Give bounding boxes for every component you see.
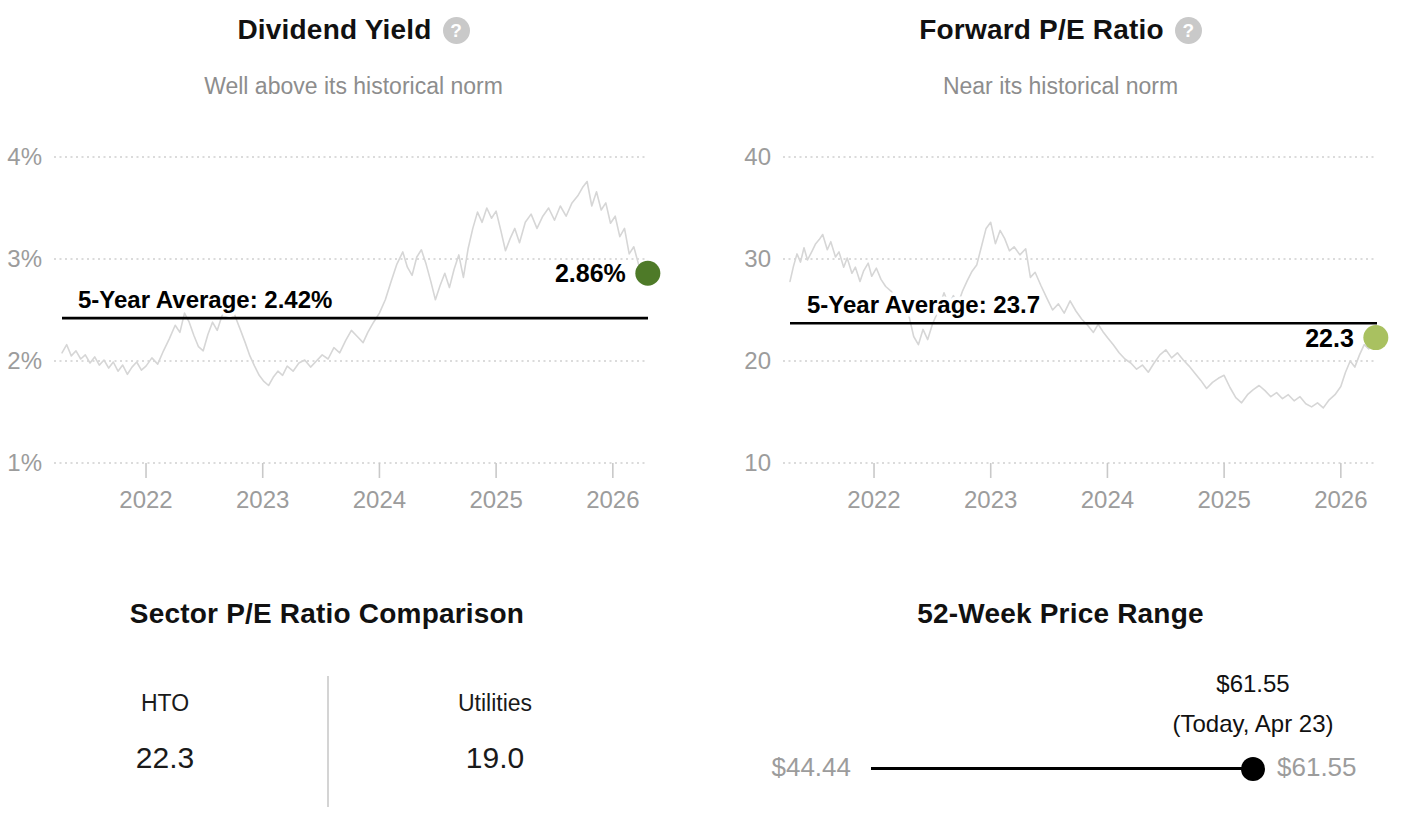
forward-pe-chart: 40 30 20 10 2022 2023 2024 2025 2026 5-Year Avera… xyxy=(707,130,1414,520)
x-axis-label: 2026 xyxy=(586,486,639,513)
x-axis-label: 2026 xyxy=(1314,486,1367,513)
x-axis-label: 2025 xyxy=(1197,486,1250,513)
current-price-annotation: $61.55 (Today, Apr 23) xyxy=(1103,670,1403,738)
y-axis-label: 1% xyxy=(7,449,42,476)
comparison-col-utilities: Utilities 19.0 xyxy=(330,676,660,808)
section-title-sector-comparison: Sector P/E Ratio Comparison xyxy=(0,598,654,630)
y-axis-label: 30 xyxy=(744,245,771,272)
ticker-pe-value: 22.3 xyxy=(0,741,330,775)
chart-title-forward-pe: Forward P/E Ratio xyxy=(919,14,1164,46)
average-label: 5-Year Average: 23.7 xyxy=(807,291,1040,318)
chart-header: Dividend Yield ? xyxy=(0,14,707,46)
range-high-label: $61.55 xyxy=(1277,752,1357,783)
current-value-dot xyxy=(1363,325,1388,350)
comparison-row: HTO 22.3 Utilities 19.0 xyxy=(0,676,660,808)
range-low-label: $44.44 xyxy=(700,752,851,783)
current-price-label: $61.55 xyxy=(1103,670,1403,698)
dividend-yield-chart: 4% 3% 2% 1% 2022 2023 2024 2025 2026 5-Year Avera… xyxy=(0,130,707,520)
x-axis-label: 2024 xyxy=(353,486,406,513)
sector-pe-comparison-panel: Sector P/E Ratio Comparison HTO 22.3 Uti… xyxy=(0,580,707,830)
dividend-yield-panel: Dividend Yield ? Well above its historic… xyxy=(0,0,707,520)
price-range-track xyxy=(871,767,1254,770)
chart-title-dividend-yield: Dividend Yield xyxy=(237,14,431,46)
y-axis-label: 20 xyxy=(744,347,771,374)
sector-label: Utilities xyxy=(330,690,660,717)
current-date-label: (Today, Apr 23) xyxy=(1103,710,1403,738)
y-axis-label: 2% xyxy=(7,347,42,374)
x-axis-label: 2022 xyxy=(119,486,172,513)
chart-subtitle: Near its historical norm xyxy=(707,73,1414,100)
current-value-dot xyxy=(635,261,660,286)
y-axis-label: 40 xyxy=(744,143,771,170)
y-axis-label: 4% xyxy=(7,143,42,170)
help-icon[interactable]: ? xyxy=(443,17,470,44)
x-axis-label: 2022 xyxy=(847,486,900,513)
x-axis-label: 2024 xyxy=(1081,486,1134,513)
chart-subtitle: Well above its historical norm xyxy=(0,73,707,100)
chart-header: Forward P/E Ratio ? xyxy=(707,14,1414,46)
section-title-price-range: 52-Week Price Range xyxy=(707,598,1414,630)
forward-pe-panel: Forward P/E Ratio ? Near its historical … xyxy=(707,0,1414,520)
stock-valuation-dashboard: Dividend Yield ? Well above its historic… xyxy=(0,0,1414,830)
current-price-dot xyxy=(1241,757,1265,781)
ticker-label: HTO xyxy=(0,690,330,717)
current-value-label: 22.3 xyxy=(1305,324,1354,352)
y-axis-label: 3% xyxy=(7,245,42,272)
x-axis-label: 2025 xyxy=(469,486,522,513)
average-label: 5-Year Average: 2.42% xyxy=(78,286,332,313)
x-axis-label: 2023 xyxy=(236,486,289,513)
current-value-label: 2.86% xyxy=(555,259,626,287)
sector-pe-value: 19.0 xyxy=(330,741,660,775)
x-axis-label: 2023 xyxy=(964,486,1017,513)
comparison-col-hto: HTO 22.3 xyxy=(0,676,330,808)
column-divider xyxy=(327,676,329,807)
help-icon[interactable]: ? xyxy=(1175,17,1202,44)
y-axis-label: 10 xyxy=(744,449,771,476)
